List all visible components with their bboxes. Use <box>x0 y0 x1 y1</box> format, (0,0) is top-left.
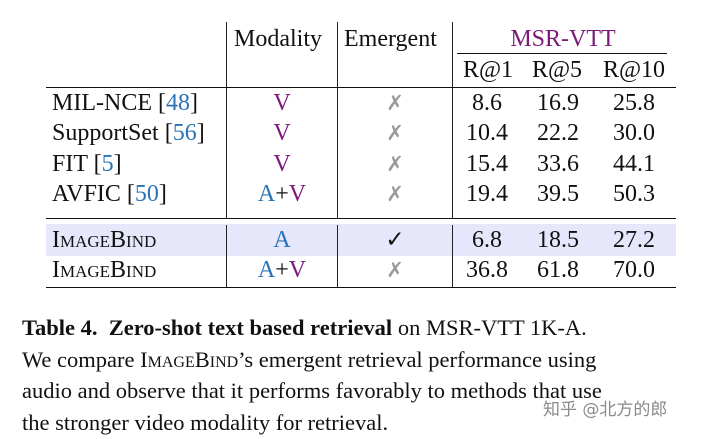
r10-value: 30.0 <box>613 120 655 146</box>
r10-value: 27.2 <box>613 227 655 253</box>
caption-line-3: audio and observe that it performs favor… <box>22 378 602 403</box>
citation-number: 48 <box>165 90 190 116</box>
header-r5: R@5 <box>531 57 583 83</box>
caption-line1-rest: on MSR-VTT 1K-A. <box>392 315 587 340</box>
caption-line-2: We compare ImageBind’s emergent retrieva… <box>22 344 702 376</box>
r1-value: 15.4 <box>466 151 508 177</box>
vsep-1-bot <box>226 225 228 287</box>
citation-bracket-open: [ <box>93 151 102 177</box>
modality-plus: + <box>275 257 289 283</box>
modality-v: V <box>273 120 291 146</box>
modality-cell: A+V <box>258 180 306 208</box>
header-r1: R@1 <box>462 57 514 83</box>
method-label: ImageBind <box>52 227 157 253</box>
r10-value: 25.8 <box>613 90 655 116</box>
r5-value: 39.5 <box>537 181 579 207</box>
modality-a: A <box>257 257 276 283</box>
citation-bracket-open: [ <box>164 120 173 146</box>
method-name: SupportSet [56] <box>52 119 205 147</box>
modality-cell: V <box>273 89 290 117</box>
modality-cell: V <box>273 150 290 178</box>
cross-icon: ✗ <box>386 121 404 145</box>
watermark: 知乎 @北方的郎 <box>543 400 668 420</box>
r5-value: 61.8 <box>537 257 579 283</box>
rule-mid-top <box>46 87 676 89</box>
modality-cell: A+V <box>258 256 306 284</box>
vsep-2-mid <box>337 88 339 218</box>
method-label: MIL-NCE <box>52 90 158 116</box>
header-modality: Modality <box>234 26 322 52</box>
citation-number: 56 <box>172 120 197 146</box>
r5-value: 22.2 <box>537 120 579 146</box>
table-caption: Table 4. Zero-shot text based retrieval … <box>22 312 702 438</box>
method-label: ImageBind <box>52 257 157 283</box>
cross-icon: ✗ <box>386 258 404 282</box>
header-dataset: MSR-VTT <box>510 26 616 52</box>
modality-a: A <box>273 227 291 253</box>
rule-group-sep <box>46 218 676 220</box>
modality-v: V <box>273 151 291 177</box>
cross-icon: ✗ <box>386 152 404 176</box>
r1-value: 10.4 <box>466 120 508 146</box>
r1-value: 8.6 <box>472 90 502 116</box>
rule-msr-underline <box>457 53 667 54</box>
r1-value: 36.8 <box>466 257 508 283</box>
vsep-2-top <box>337 22 339 87</box>
rule-bottom <box>46 287 676 289</box>
method-name: ImageBind <box>52 256 156 284</box>
modality-plus: + <box>275 181 289 207</box>
vsep-1-top <box>226 22 228 87</box>
r1-value: 6.8 <box>472 227 502 253</box>
caption-line-4: the stronger video modality for retrieva… <box>22 409 389 435</box>
vsep-3-top <box>452 22 454 87</box>
caption-line-1: Table 4. Zero-shot text based retrieval … <box>22 312 702 344</box>
r10-value: 70.0 <box>613 257 655 283</box>
vsep-1-mid <box>226 88 228 218</box>
caption-line2-post: ’s emergent retrieval performance using <box>238 346 597 372</box>
modality-v: V <box>288 257 307 283</box>
citation-bracket-open: [ <box>126 181 135 207</box>
vsep-3-bot <box>452 225 454 287</box>
citation-bracket-close: ] <box>189 90 198 116</box>
method-name: ImageBind <box>52 226 156 254</box>
modality-a: A <box>257 181 276 207</box>
citation-number: 50 <box>134 181 159 207</box>
modality-v: V <box>288 181 307 207</box>
caption-model-name: ImageBind <box>140 346 239 372</box>
r5-value: 18.5 <box>537 227 579 253</box>
modality-cell: A <box>273 226 290 254</box>
method-name: AVFIC [50] <box>52 180 167 208</box>
vsep-3-mid <box>452 88 454 218</box>
citation-bracket-open: [ <box>157 90 166 116</box>
caption-title: Zero-shot text based retrieval <box>108 315 393 340</box>
r1-value: 19.4 <box>466 181 508 207</box>
vsep-2-bot <box>337 225 339 287</box>
citation-bracket-close: ] <box>158 181 167 207</box>
method-label: FIT <box>52 151 94 177</box>
cross-icon: ✗ <box>386 182 404 206</box>
header-r10: R@10 <box>602 57 666 83</box>
r5-value: 16.9 <box>537 90 579 116</box>
header-emergent: Emergent <box>344 26 437 52</box>
method-name: FIT [5] <box>52 150 122 178</box>
cross-icon: ✗ <box>386 91 404 115</box>
modality-v: V <box>273 90 291 116</box>
r5-value: 33.6 <box>537 151 579 177</box>
modality-cell: V <box>273 119 290 147</box>
citation-bracket-close: ] <box>196 120 205 146</box>
caption-line2-pre: We compare <box>22 346 141 372</box>
r10-value: 50.3 <box>613 181 655 207</box>
caption-label: Table 4. <box>22 315 98 340</box>
citation-bracket-close: ] <box>113 151 122 177</box>
method-label: AVFIC <box>52 181 127 207</box>
check-icon: ✓ <box>385 227 405 253</box>
method-label: SupportSet <box>52 120 165 146</box>
method-name: MIL-NCE [48] <box>52 89 198 117</box>
citation-number: 5 <box>101 151 114 177</box>
r10-value: 44.1 <box>613 151 655 177</box>
highlight-row-bg <box>46 224 676 256</box>
